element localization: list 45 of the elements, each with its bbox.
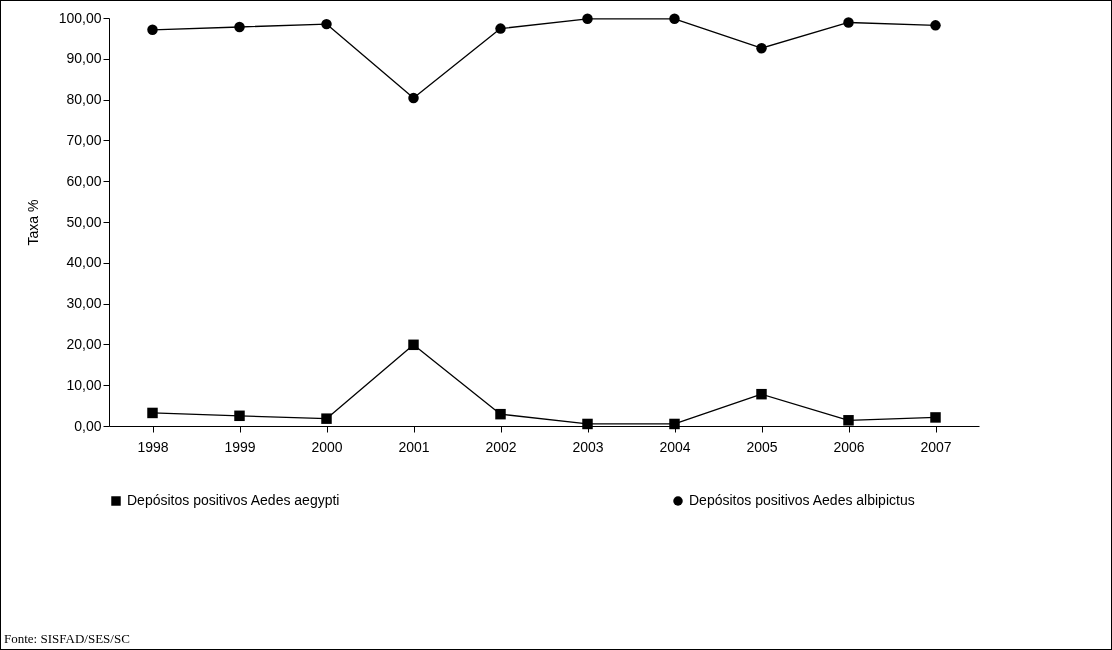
y-tick-label: 30,00 (66, 295, 102, 312)
x-tick-label: 2007 (920, 438, 952, 455)
legend-label: Depósitos positivos Aedes albipictus (689, 492, 915, 508)
point (930, 20, 941, 31)
x-tick-label: 2005 (746, 438, 778, 455)
point (669, 13, 680, 25)
point (843, 17, 854, 28)
legend-label: Depósitos positivos Aedes aegypti (127, 492, 340, 508)
x-tick-label: 2000 (311, 438, 343, 455)
source-note: Fonte: SISFAD/SES/SC (4, 631, 130, 647)
y-tick-label: 40,00 (66, 254, 102, 271)
point (582, 13, 593, 25)
point (234, 21, 245, 33)
y-tick-label: 80,00 (66, 91, 102, 108)
point (408, 339, 419, 351)
point (669, 418, 680, 430)
point (756, 42, 767, 54)
point (495, 23, 506, 34)
x-tick-label: 2002 (485, 438, 517, 455)
y-tick-label: 100,00 (58, 9, 102, 26)
point (843, 415, 854, 426)
point (321, 18, 332, 30)
y-tick-label: 70,00 (66, 131, 102, 148)
y-axis-title: Taxa % (24, 199, 41, 246)
point (756, 388, 767, 400)
point (321, 413, 332, 424)
y-tick-label: 10,00 (66, 376, 102, 393)
x-tick-label: 1998 (137, 438, 169, 455)
point (408, 92, 419, 104)
y-tick-label: 50,00 (66, 213, 102, 230)
x-tick-label: 2006 (833, 438, 865, 455)
x-tick-label: 1999 (224, 438, 256, 455)
point (495, 408, 506, 420)
y-tick-label: 90,00 (66, 50, 102, 67)
y-tick-label: 60,00 (66, 172, 102, 189)
point (147, 407, 158, 419)
x-tick-label: 2004 (659, 438, 691, 455)
point (930, 412, 941, 423)
y-tick-label: 0,00 (74, 417, 102, 434)
y-tick-label: 20,00 (66, 335, 102, 352)
x-tick-label: 2003 (572, 438, 604, 455)
point (147, 24, 158, 36)
x-tick-label: 2001 (398, 438, 430, 455)
point (234, 410, 245, 422)
point (582, 418, 593, 430)
